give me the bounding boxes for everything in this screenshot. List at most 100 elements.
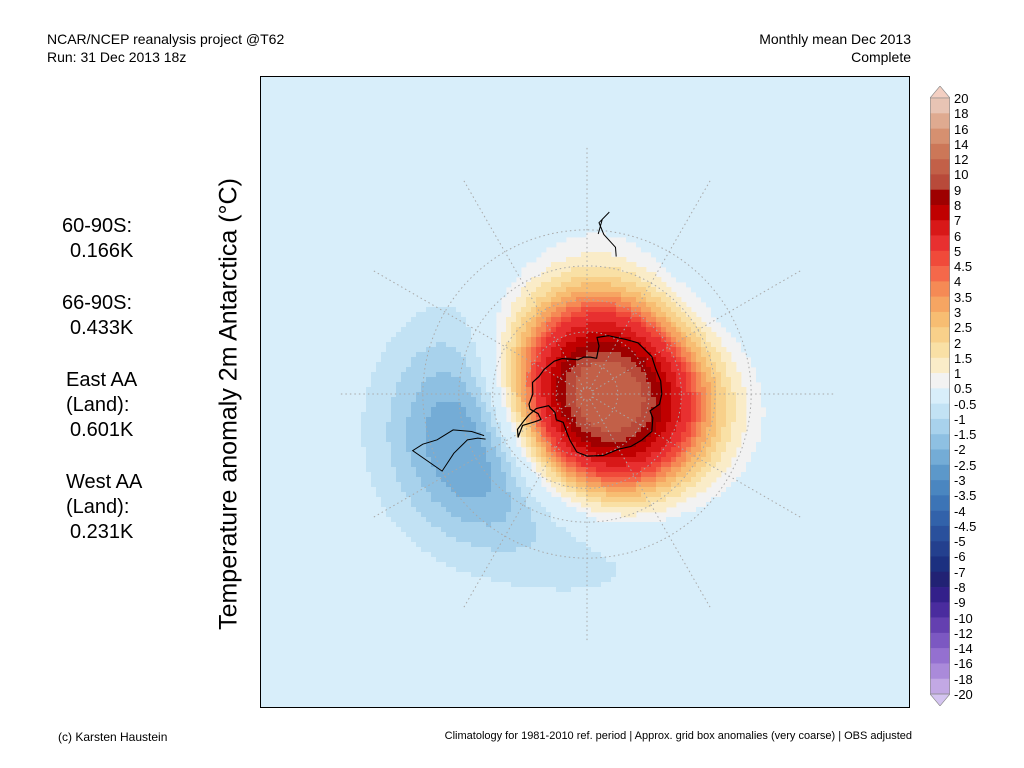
anomaly-cell <box>491 92 497 98</box>
anomaly-cell <box>306 267 312 273</box>
anomaly-cell <box>766 267 772 273</box>
anomaly-cell <box>591 217 597 223</box>
anomaly-cell <box>341 262 347 268</box>
anomaly-cell <box>641 132 647 138</box>
anomaly-cell <box>861 112 867 118</box>
anomaly-cell <box>291 132 297 138</box>
anomaly-cell <box>506 152 512 158</box>
anomaly-cell <box>821 242 827 248</box>
anomaly-cell <box>846 257 852 263</box>
anomaly-cell <box>656 87 662 93</box>
anomaly-cell <box>551 187 557 193</box>
anomaly-cell <box>461 102 467 108</box>
anomaly-cell <box>871 162 877 168</box>
anomaly-cell <box>321 132 327 138</box>
anomaly-cell <box>581 152 587 158</box>
anomaly-cell <box>796 157 802 163</box>
anomaly-cell <box>356 252 362 258</box>
anomaly-cell <box>261 152 267 158</box>
anomaly-cell <box>291 122 297 128</box>
anomaly-cell <box>841 177 847 183</box>
anomaly-cell <box>486 77 492 83</box>
anomaly-cell <box>736 82 742 88</box>
anomaly-cell <box>726 117 732 123</box>
anomaly-cell <box>841 77 847 83</box>
anomaly-cell <box>311 92 317 98</box>
anomaly-cell <box>896 77 902 83</box>
anomaly-cell <box>366 192 372 198</box>
anomaly-cell <box>486 147 492 153</box>
anomaly-cell <box>411 127 417 133</box>
anomaly-cell <box>631 162 637 168</box>
anomaly-cell <box>291 237 297 243</box>
anomaly-cell <box>326 97 332 103</box>
anomaly-cell <box>526 197 532 203</box>
anomaly-cell <box>311 202 317 208</box>
anomaly-cell <box>336 77 342 83</box>
anomaly-cell <box>346 127 352 133</box>
anomaly-cell <box>296 147 302 153</box>
anomaly-cell <box>871 172 877 178</box>
anomaly-cell <box>716 137 722 143</box>
anomaly-cell <box>486 97 492 103</box>
anomaly-cell <box>286 132 292 138</box>
anomaly-cell <box>566 202 572 208</box>
anomaly-cell <box>466 207 472 213</box>
anomaly-cell <box>481 252 487 258</box>
anomaly-cell <box>741 117 747 123</box>
anomaly-cell <box>461 202 467 208</box>
anomaly-cell <box>451 157 457 163</box>
anomaly-cell <box>561 187 567 193</box>
anomaly-cell <box>491 82 497 88</box>
anomaly-cell <box>511 262 517 268</box>
anomaly-cell <box>691 157 697 163</box>
anomaly-cell <box>386 147 392 153</box>
anomaly-cell <box>826 157 832 163</box>
anomaly-cell <box>571 217 577 223</box>
anomaly-cell <box>266 192 272 198</box>
anomaly-cell <box>536 242 542 248</box>
anomaly-cell <box>551 237 557 243</box>
anomaly-cell <box>781 137 787 143</box>
anomaly-cell <box>831 162 837 168</box>
anomaly-cell <box>501 182 507 188</box>
anomaly-cell <box>831 212 837 218</box>
anomaly-cell <box>626 197 632 203</box>
anomaly-cell <box>646 137 652 143</box>
anomaly-cell <box>581 122 587 128</box>
anomaly-cell <box>301 187 307 193</box>
anomaly-cell <box>351 122 357 128</box>
anomaly-cell <box>771 197 777 203</box>
anomaly-cell <box>341 242 347 248</box>
anomaly-cell <box>591 262 597 268</box>
anomaly-cell <box>771 252 777 258</box>
anomaly-cell <box>881 107 887 113</box>
anomaly-cell <box>301 127 307 133</box>
anomaly-cell <box>576 127 582 133</box>
anomaly-cell <box>546 152 552 158</box>
anomaly-cell <box>351 142 357 148</box>
anomaly-cell <box>851 167 857 173</box>
anomaly-cell <box>891 252 897 258</box>
anomaly-cell <box>761 122 767 128</box>
anomaly-cell <box>486 202 492 208</box>
anomaly-cell <box>396 107 402 113</box>
anomaly-cell <box>616 107 622 113</box>
anomaly-cell <box>381 187 387 193</box>
anomaly-cell <box>856 267 862 273</box>
anomaly-cell <box>511 257 517 263</box>
anomaly-cell <box>841 172 847 178</box>
anomaly-cell <box>566 257 572 263</box>
anomaly-cell <box>491 172 497 178</box>
anomaly-cell <box>501 187 507 193</box>
anomaly-cell <box>376 197 382 203</box>
anomaly-cell <box>721 137 727 143</box>
anomaly-cell <box>391 212 397 218</box>
anomaly-cell <box>621 142 627 148</box>
anomaly-cell <box>896 87 902 93</box>
anomaly-cell <box>886 197 892 203</box>
anomaly-cell <box>886 247 892 253</box>
anomaly-cell <box>596 112 602 118</box>
anomaly-cell <box>756 162 762 168</box>
anomaly-cell <box>651 162 657 168</box>
